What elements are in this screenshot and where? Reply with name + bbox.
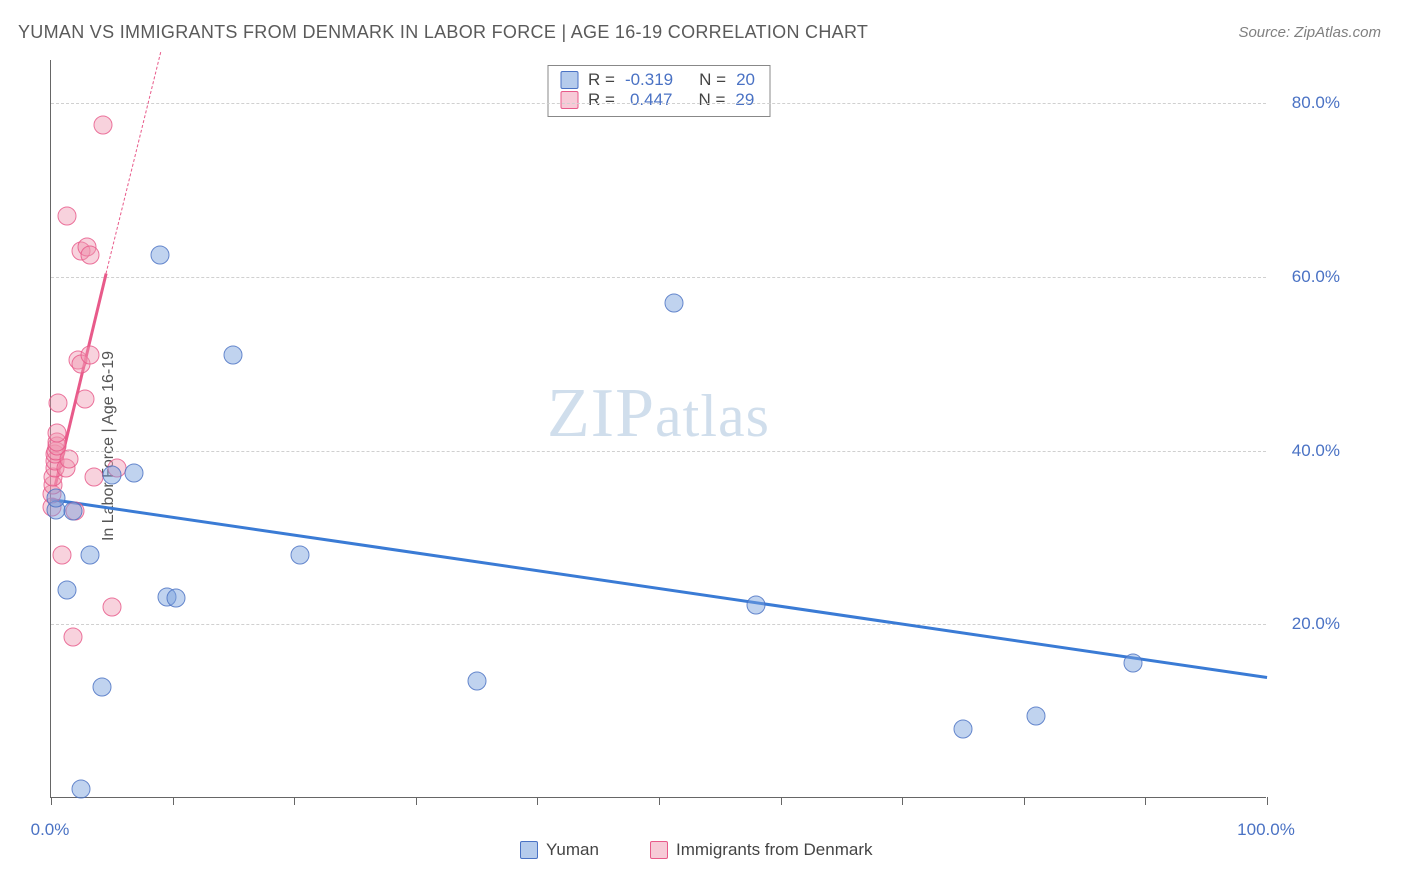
data-point bbox=[102, 466, 121, 485]
data-point bbox=[63, 502, 82, 521]
data-point bbox=[76, 389, 95, 408]
data-point bbox=[84, 467, 103, 486]
data-point bbox=[102, 597, 121, 616]
n-value: 29 bbox=[735, 90, 754, 110]
stats-legend-box: R = -0.319 N = 20 R = 0.447 N = 29 bbox=[547, 65, 770, 117]
data-point bbox=[48, 424, 67, 443]
data-point bbox=[224, 346, 243, 365]
x-tick bbox=[1267, 797, 1268, 805]
x-tick bbox=[902, 797, 903, 805]
data-point bbox=[93, 677, 112, 696]
data-point bbox=[57, 580, 76, 599]
y-tick-label: 20.0% bbox=[1274, 614, 1340, 634]
x-tick bbox=[51, 797, 52, 805]
data-point bbox=[664, 294, 683, 313]
data-point bbox=[63, 628, 82, 647]
legend-label: Immigrants from Denmark bbox=[676, 840, 872, 860]
swatch-icon bbox=[650, 841, 668, 859]
watermark: ZIPatlas bbox=[547, 374, 770, 454]
x-tick bbox=[659, 797, 660, 805]
x-tick bbox=[1145, 797, 1146, 805]
swatch-icon bbox=[520, 841, 538, 859]
data-point bbox=[747, 596, 766, 615]
y-tick-label: 40.0% bbox=[1274, 441, 1340, 461]
legend-item-yuman: Yuman bbox=[520, 840, 599, 860]
y-tick-label: 60.0% bbox=[1274, 267, 1340, 287]
n-label: N = bbox=[699, 70, 726, 90]
data-point bbox=[151, 246, 170, 265]
swatch-icon bbox=[560, 71, 578, 89]
data-point bbox=[46, 489, 65, 508]
r-value: -0.319 bbox=[625, 70, 673, 90]
swatch-icon bbox=[560, 91, 578, 109]
x-tick bbox=[416, 797, 417, 805]
data-point bbox=[954, 719, 973, 738]
x-tick bbox=[294, 797, 295, 805]
data-point bbox=[60, 450, 79, 469]
watermark-zip: ZIP bbox=[547, 375, 655, 452]
gridline bbox=[51, 277, 1266, 278]
x-tick-label: 0.0% bbox=[31, 820, 70, 840]
data-point bbox=[124, 464, 143, 483]
x-tick bbox=[781, 797, 782, 805]
trendline bbox=[51, 498, 1267, 679]
legend-label: Yuman bbox=[546, 840, 599, 860]
stats-row: R = 0.447 N = 29 bbox=[560, 90, 755, 110]
source-attribution: Source: ZipAtlas.com bbox=[1238, 24, 1381, 41]
x-tick bbox=[1024, 797, 1025, 805]
chart-title: YUMAN VS IMMIGRANTS FROM DENMARK IN LABO… bbox=[18, 22, 868, 43]
n-label: N = bbox=[698, 90, 725, 110]
r-value: 0.447 bbox=[625, 90, 673, 110]
data-point bbox=[1026, 706, 1045, 725]
data-point bbox=[80, 246, 99, 265]
legend-item-denmark: Immigrants from Denmark bbox=[650, 840, 872, 860]
data-point bbox=[94, 116, 113, 135]
data-point bbox=[291, 545, 310, 564]
data-point bbox=[52, 545, 71, 564]
data-point bbox=[167, 589, 186, 608]
data-point bbox=[80, 346, 99, 365]
chart-container: YUMAN VS IMMIGRANTS FROM DENMARK IN LABO… bbox=[0, 0, 1406, 892]
gridline bbox=[51, 103, 1266, 104]
y-tick-label: 80.0% bbox=[1274, 93, 1340, 113]
data-point bbox=[1124, 654, 1143, 673]
r-label: R = bbox=[588, 90, 615, 110]
plot-area: ZIPatlas R = -0.319 N = 20 R = 0.447 N =… bbox=[50, 60, 1266, 798]
n-value: 20 bbox=[736, 70, 755, 90]
gridline bbox=[51, 451, 1266, 452]
data-point bbox=[57, 207, 76, 226]
data-point bbox=[80, 545, 99, 564]
data-point bbox=[49, 393, 68, 412]
r-label: R = bbox=[588, 70, 615, 90]
x-tick bbox=[537, 797, 538, 805]
data-point bbox=[72, 780, 91, 799]
watermark-atlas: atlas bbox=[655, 383, 770, 449]
x-tick bbox=[173, 797, 174, 805]
trendline bbox=[105, 52, 161, 274]
gridline bbox=[51, 624, 1266, 625]
data-point bbox=[467, 671, 486, 690]
x-tick-label: 100.0% bbox=[1237, 820, 1295, 840]
stats-row: R = -0.319 N = 20 bbox=[560, 70, 755, 90]
